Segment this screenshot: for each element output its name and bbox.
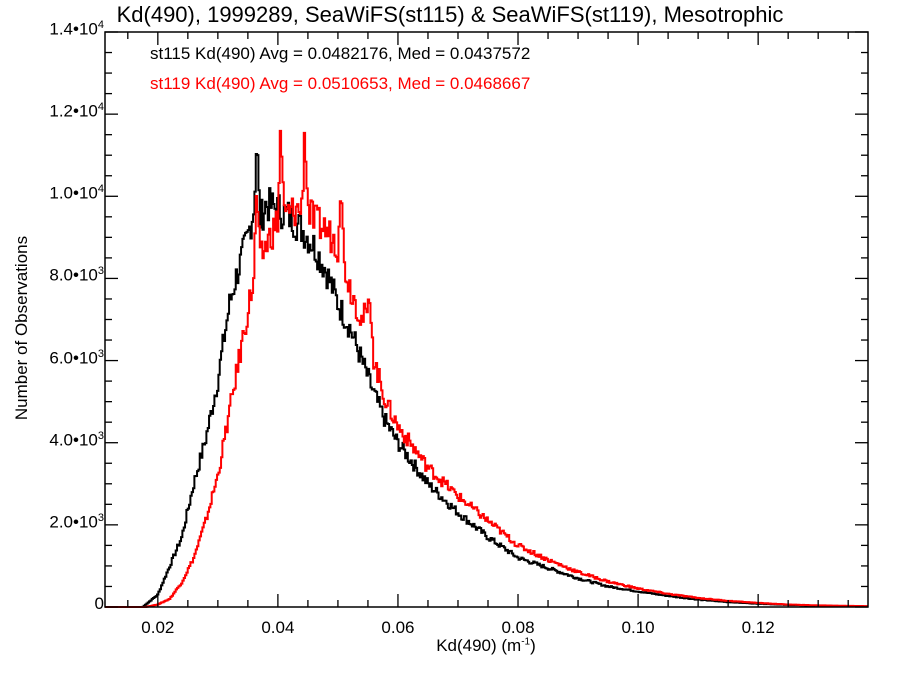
y-tick-label: 6.0•103 bbox=[49, 348, 104, 369]
x-tick-label: 0.04 bbox=[261, 618, 295, 637]
series-st115-histogram bbox=[105, 153, 868, 608]
series-layer bbox=[105, 129, 868, 608]
y-tick-label: 0 bbox=[95, 594, 104, 614]
x-tick-label: 0.08 bbox=[501, 618, 535, 637]
y-tick-label: 1.4•104 bbox=[49, 19, 104, 40]
y-tick-exponent: 4 bbox=[97, 19, 104, 31]
chart-title: Kd(490), 1999289, SeaWiFS(st115) & SeaWi… bbox=[116, 2, 784, 27]
y-tick-label: 1.2•104 bbox=[49, 101, 104, 122]
x-tick-label: 0.10 bbox=[621, 618, 655, 637]
y-tick-label: 1.0•104 bbox=[49, 183, 104, 204]
x-axis-label-exponent: -1 bbox=[521, 636, 531, 648]
y-tick-exponent: 3 bbox=[97, 429, 104, 442]
y-tick-exponent: 3 bbox=[97, 511, 104, 524]
y-tick-mantissa: 1.0•10 bbox=[49, 183, 98, 203]
y-tick-exponent: 4 bbox=[97, 183, 104, 196]
y-tick-mantissa: 1.2•10 bbox=[49, 101, 98, 121]
y-tick-mantissa: 0 bbox=[94, 594, 104, 613]
y-tick-mantissa: 2.0•10 bbox=[49, 512, 98, 532]
x-axis-label: Kd(490) (m-1) bbox=[0, 636, 900, 656]
y-tick-label: 4.0•103 bbox=[49, 430, 104, 451]
annotation-st119: st119 Kd(490) Avg = 0.0510653, Med = 0.0… bbox=[150, 74, 531, 93]
y-axis-label: Number of Observations bbox=[12, 235, 31, 421]
x-tick-label: 0.12 bbox=[741, 618, 775, 637]
y-tick-label: 8.0•103 bbox=[49, 265, 104, 286]
y-tick-exponent: 3 bbox=[97, 265, 104, 278]
y-tick-mantissa: 1.4•10 bbox=[49, 19, 98, 39]
x-tick-label: 0.06 bbox=[381, 618, 415, 637]
y-tick-exponent: 3 bbox=[97, 347, 104, 360]
y-tick-label: 2.0•103 bbox=[49, 512, 104, 533]
x-tick-label: 0.02 bbox=[141, 618, 175, 637]
y-tick-mantissa: 4.0•10 bbox=[49, 430, 98, 450]
x-axis-label-end: ) bbox=[530, 636, 536, 655]
axes-layer bbox=[104, 31, 869, 608]
annotation-st115: st115 Kd(490) Avg = 0.0482176, Med = 0.0… bbox=[150, 44, 531, 63]
y-tick-exponent: 4 bbox=[97, 101, 104, 114]
y-tick-mantissa: 8.0•10 bbox=[49, 266, 98, 286]
y-tick-mantissa: 6.0•10 bbox=[49, 348, 98, 368]
series-st119-histogram bbox=[105, 129, 868, 608]
x-axis-label-text: Kd(490) (m bbox=[436, 636, 522, 655]
